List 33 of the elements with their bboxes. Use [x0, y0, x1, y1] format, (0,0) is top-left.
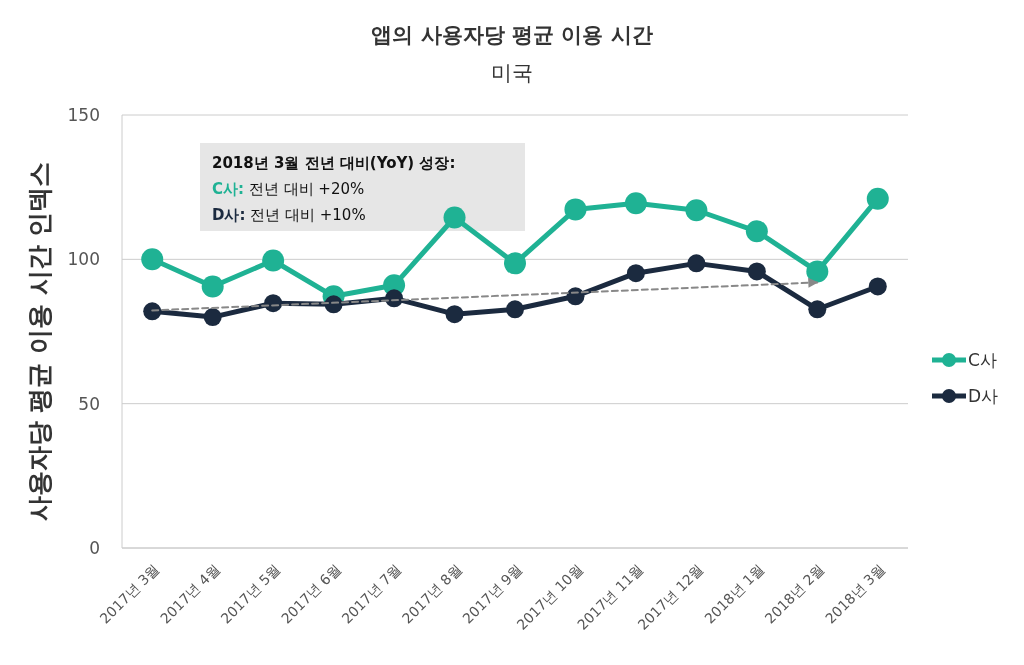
- y-tick-label: 50: [78, 393, 100, 414]
- point: [141, 248, 164, 271]
- point: [808, 300, 827, 319]
- point: [747, 262, 766, 281]
- point: [203, 308, 222, 327]
- point: [443, 206, 466, 229]
- point: [506, 300, 524, 319]
- point: [868, 277, 887, 296]
- point: [445, 305, 464, 324]
- y-tick-label: 150: [67, 104, 100, 125]
- y-axis-title: 사용자당 평균 이용 시간 인덱스: [25, 161, 54, 522]
- point: [685, 199, 708, 222]
- annotation: C사: 전년 대비 +20%: [212, 180, 365, 198]
- point: [626, 264, 645, 283]
- point: [624, 192, 647, 215]
- point: [564, 198, 587, 221]
- annotation: D사: 전년 대비 +10%: [212, 206, 366, 224]
- y-tick-label: 100: [67, 249, 100, 270]
- point: [806, 260, 829, 283]
- chart-title: 앱의 사용자당 평균 이용 시간: [371, 23, 653, 47]
- point: [262, 249, 285, 272]
- legend-label: D사: [968, 385, 999, 406]
- point: [504, 252, 526, 275]
- point: [264, 294, 283, 313]
- chart-subtitle: 미국: [491, 61, 533, 85]
- point: [143, 302, 162, 321]
- point: [687, 254, 706, 273]
- point: [745, 220, 768, 243]
- annotation: 2018년 3월 전년 대비(YoY) 성장:: [212, 154, 456, 172]
- point: [201, 275, 224, 298]
- y-tick-label: 0: [89, 537, 100, 558]
- point: [866, 187, 889, 210]
- legend-label: C사: [968, 349, 997, 370]
